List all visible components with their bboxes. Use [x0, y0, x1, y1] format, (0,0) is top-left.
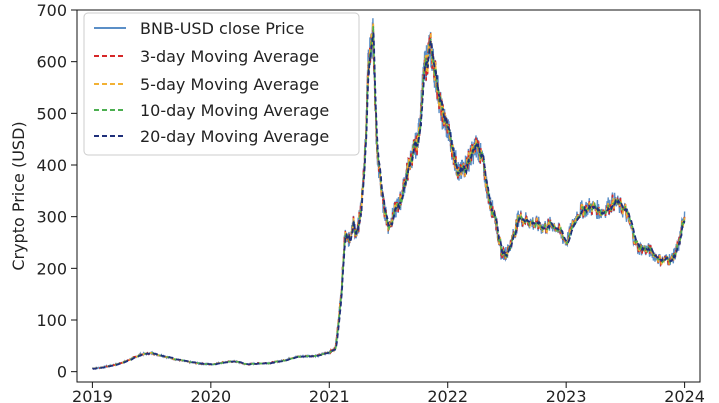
- y-tick-label: 200: [36, 259, 67, 278]
- y-tick-label: 300: [36, 208, 67, 227]
- x-tick-label: 2019: [72, 387, 113, 403]
- legend-label-ma5: 5-day Moving Average: [140, 75, 319, 94]
- legend-label-ma20: 20-day Moving Average: [140, 127, 329, 146]
- plot-frame: [76, 9, 701, 383]
- y-axis-title-group: Crypto Price (USD): [9, 121, 28, 270]
- y-tick-label: 600: [36, 53, 67, 72]
- y-axis: 0 100 200 300 400 500 600 700: [36, 1, 77, 382]
- legend: BNB-USD close Price 3-day Moving Average…: [83, 12, 360, 156]
- plot-area: [92, 18, 686, 371]
- y-tick-label: 100: [36, 311, 67, 330]
- x-tick-label: 2024: [664, 387, 705, 403]
- x-tick-label: 2022: [427, 387, 468, 403]
- legend-box: [83, 12, 360, 156]
- legend-label-ma3: 3-day Moving Average: [140, 47, 319, 66]
- x-axis: 2019 2020 2021 2022 2023 2024: [72, 382, 705, 403]
- y-axis-title: Crypto Price (USD): [9, 121, 28, 270]
- legend-label-close: BNB-USD close Price: [140, 19, 304, 38]
- y-tick-label: 700: [36, 1, 67, 20]
- y-tick-label: 400: [36, 156, 67, 175]
- x-tick-label: 2023: [546, 387, 587, 403]
- legend-label-ma10: 10-day Moving Average: [140, 101, 329, 120]
- x-tick-label: 2021: [309, 387, 350, 403]
- y-tick-label: 500: [36, 104, 67, 123]
- series-ma20-line: [92, 32, 686, 370]
- y-tick-label: 0: [57, 363, 67, 382]
- x-tick-label: 2020: [190, 387, 231, 403]
